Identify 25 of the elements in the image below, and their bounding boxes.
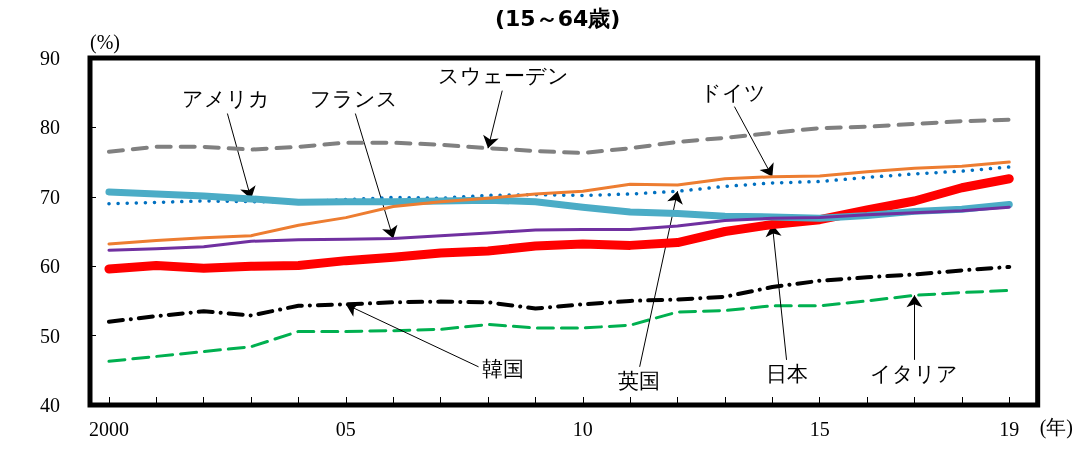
y-tick-label: 60 xyxy=(40,255,60,278)
x-tick-label: 10 xyxy=(572,418,593,440)
y-tick-label: 80 xyxy=(40,116,60,139)
y-tick-label: 90 xyxy=(40,47,60,69)
y-tick-label: 70 xyxy=(40,185,60,208)
text: 韓国 xyxy=(482,356,525,381)
x-axis-title: (年) xyxy=(1039,416,1074,439)
text: 英国 xyxy=(617,369,660,394)
chart-title: (15～64歳) xyxy=(495,5,621,31)
x-tick-label: 05 xyxy=(335,418,356,440)
x-tick-label: 2000 xyxy=(88,418,129,440)
text: フランス xyxy=(310,87,399,112)
x-tick-label: 19 xyxy=(999,418,1020,440)
line-series xyxy=(107,160,1011,246)
text: 日本 xyxy=(765,362,808,387)
y-axis-title: (%) xyxy=(90,31,120,54)
y-tick-label: 50 xyxy=(40,324,60,347)
text: ドイツ xyxy=(699,80,766,105)
y-tick-label: 40 xyxy=(40,394,60,416)
text: スウェーデン xyxy=(437,64,569,89)
x-tick-label: 15 xyxy=(809,418,830,440)
text: イタリア xyxy=(870,362,959,387)
line-series xyxy=(107,205,1011,252)
line-series xyxy=(106,117,1012,156)
text: アメリカ xyxy=(182,87,271,112)
